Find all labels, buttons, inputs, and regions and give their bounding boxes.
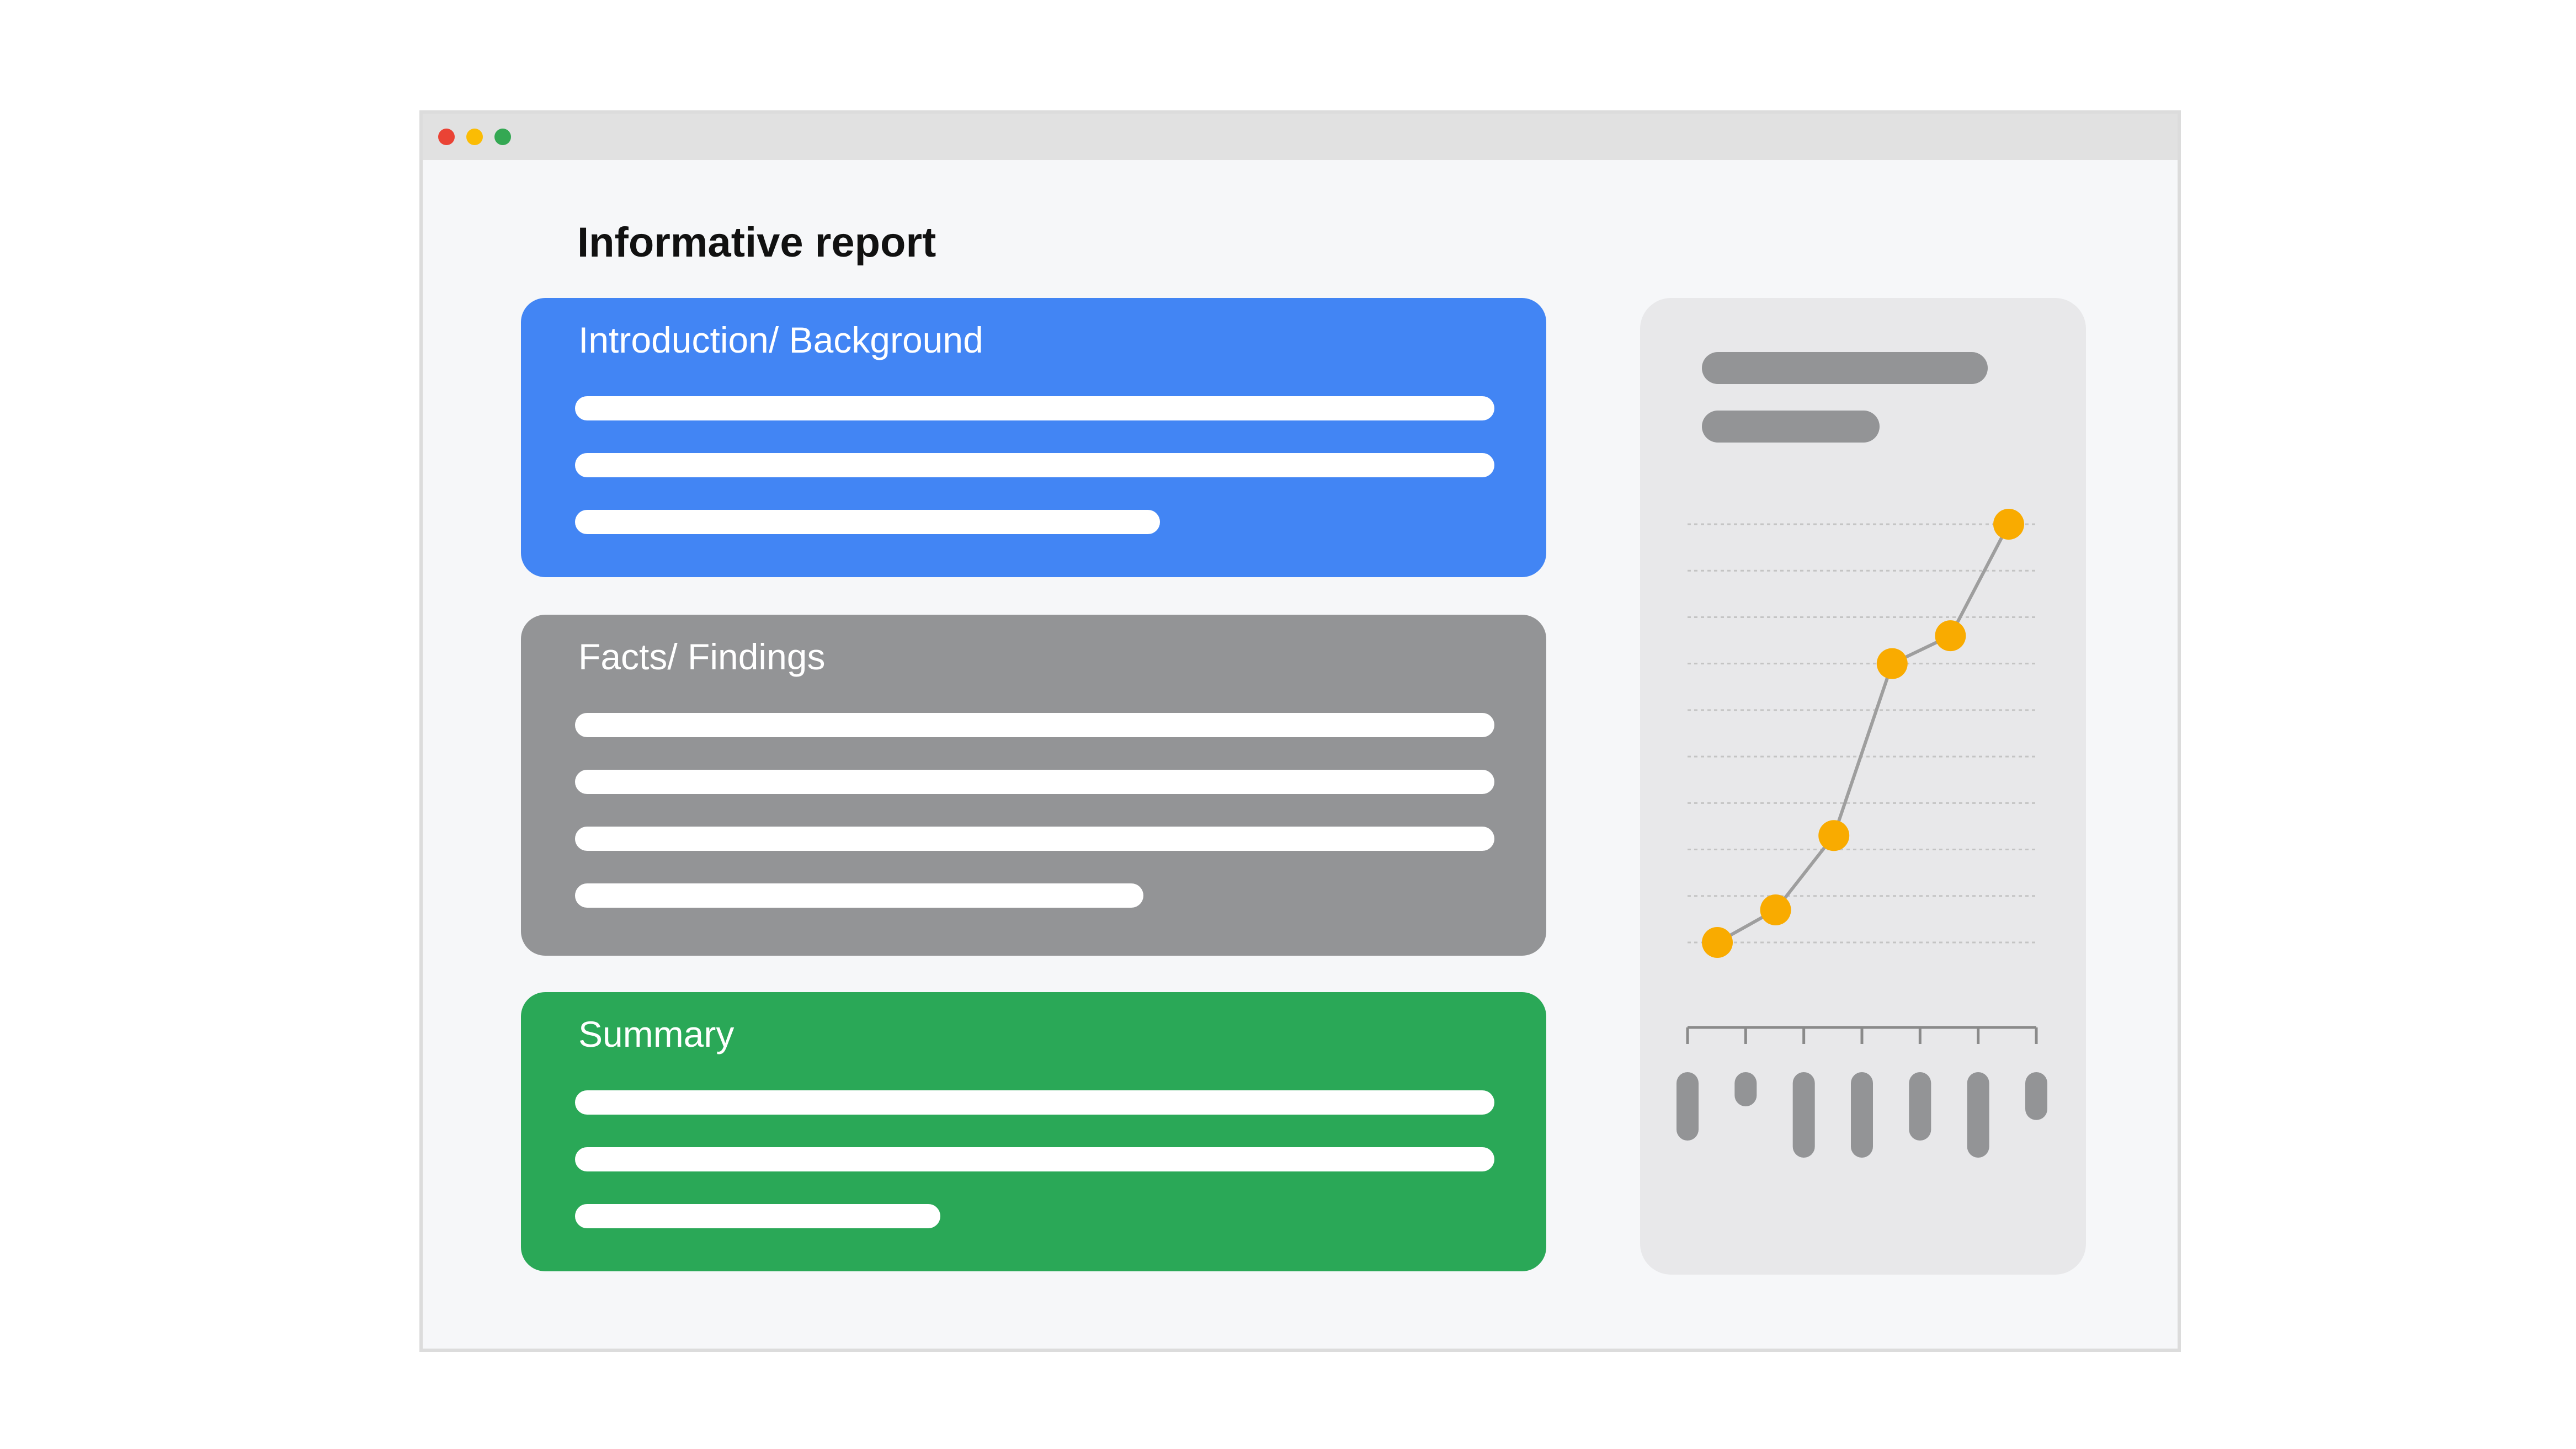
data-point bbox=[1702, 927, 1733, 958]
data-point bbox=[1760, 894, 1791, 926]
strip-bar bbox=[1851, 1072, 1873, 1158]
page-title: Informative report bbox=[577, 219, 936, 266]
window-title-bar bbox=[423, 114, 2178, 160]
strip-bar bbox=[1676, 1072, 1699, 1141]
text-line-placeholder bbox=[575, 1147, 1494, 1171]
section-card-introduction: Introduction/ Background bbox=[521, 298, 1546, 577]
strip-bar bbox=[1734, 1072, 1757, 1106]
text-line-placeholder bbox=[575, 770, 1494, 794]
browser-window: Informative report Introduction/ Backgro… bbox=[419, 110, 2181, 1352]
data-point bbox=[1876, 648, 1908, 679]
strip-bar bbox=[1792, 1072, 1815, 1158]
section-card-findings: Facts/ Findings bbox=[521, 615, 1546, 956]
strip-bar bbox=[2025, 1072, 2047, 1120]
close-dot[interactable] bbox=[438, 129, 455, 145]
data-point bbox=[1935, 620, 1966, 652]
text-line-placeholder bbox=[575, 713, 1494, 737]
text-line-placeholder bbox=[575, 883, 1143, 908]
maximize-dot[interactable] bbox=[494, 129, 511, 145]
text-line-placeholder bbox=[575, 396, 1494, 420]
text-line-placeholder bbox=[575, 510, 1160, 534]
text-line-placeholder bbox=[575, 1204, 940, 1228]
section-card-summary: Summary bbox=[521, 992, 1546, 1271]
data-point bbox=[1993, 509, 2024, 540]
line-chart bbox=[1676, 509, 2047, 1158]
chart-panel bbox=[1640, 298, 2086, 1275]
strip-bar bbox=[1909, 1072, 1931, 1141]
chart-subtitle-placeholder bbox=[1702, 411, 1880, 443]
text-line-placeholder bbox=[575, 453, 1494, 477]
strip-bar bbox=[1967, 1072, 1989, 1158]
minimize-dot[interactable] bbox=[466, 129, 483, 145]
text-line-placeholder bbox=[575, 827, 1494, 851]
section-heading-introduction: Introduction/ Background bbox=[578, 319, 983, 360]
text-line-placeholder bbox=[575, 1090, 1494, 1115]
section-heading-summary: Summary bbox=[578, 1014, 735, 1054]
chart-title-placeholder bbox=[1702, 352, 1988, 384]
data-point bbox=[1818, 820, 1850, 851]
series-line bbox=[1716, 523, 2010, 944]
section-heading-findings: Facts/ Findings bbox=[578, 636, 826, 677]
